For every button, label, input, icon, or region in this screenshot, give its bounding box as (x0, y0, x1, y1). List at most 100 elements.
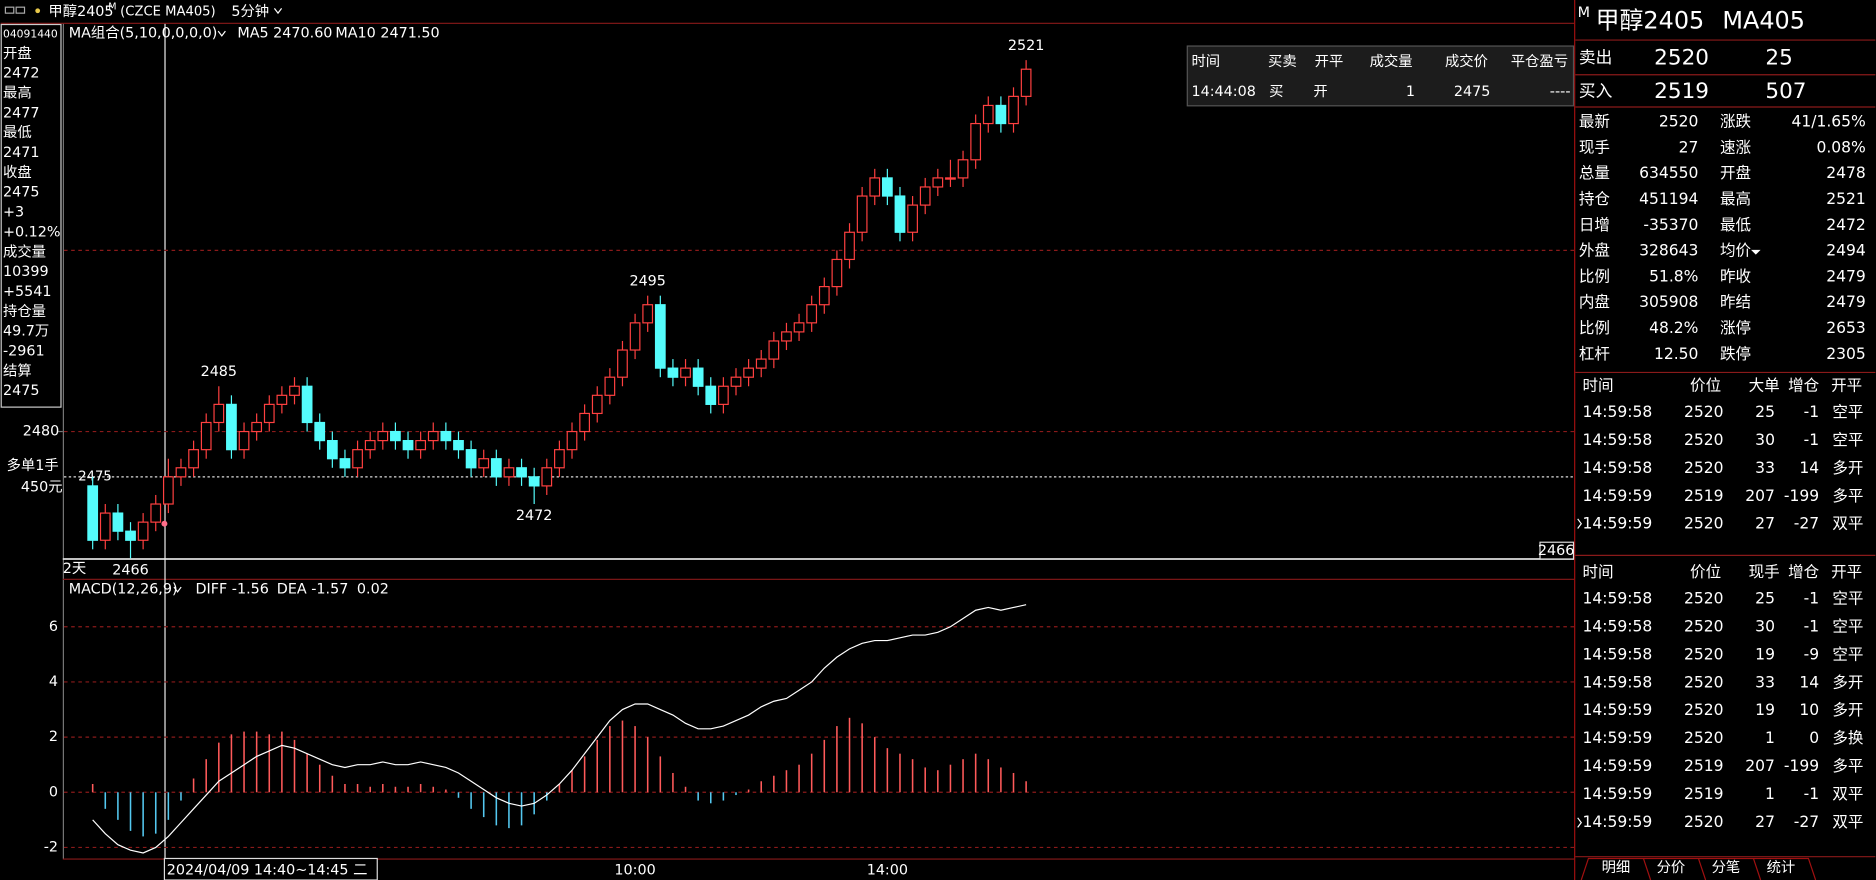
table-cell: -1 (1804, 590, 1820, 608)
candle-body (1008, 95, 1019, 125)
table-header: 增仓 (1788, 563, 1820, 581)
stat-value: 2305 (1826, 345, 1866, 363)
table-cell: 14 (1799, 459, 1819, 477)
tab[interactable]: 分笔 (1712, 859, 1741, 876)
table-cell: 多平 (1832, 487, 1863, 505)
candle-body (692, 367, 704, 387)
cursor-box (163, 857, 378, 880)
stat-value: 2472 (1826, 216, 1866, 234)
table-cell: 14:59:59 (1582, 785, 1652, 803)
dropdown[interactable] (217, 30, 226, 37)
candle-body (490, 458, 502, 478)
table-header: 大单 (1749, 377, 1780, 395)
table-cell: 14:59:58 (1582, 459, 1652, 477)
tab[interactable]: 统计 (1767, 859, 1796, 876)
stat-label: 总量 (1579, 164, 1610, 182)
stat-label: 涨跌 (1720, 112, 1752, 130)
table-cell: 207 (1745, 487, 1775, 505)
table-cell: 14:59:59 (1582, 729, 1652, 747)
y-tick-label: 2 (49, 729, 58, 745)
icon (4, 6, 15, 14)
candle-body (919, 186, 931, 206)
dropdown[interactable] (173, 586, 182, 593)
candle-body (200, 421, 212, 451)
table-cell: 27 (1755, 515, 1775, 533)
table-cell: 19 (1755, 645, 1775, 663)
y-tick-label: 2480 (23, 424, 59, 440)
candle-body (339, 458, 351, 469)
legend-entry: MA组合(5,10,0,0,0,0) (69, 24, 218, 41)
quote-price: 2519 (1654, 79, 1709, 104)
table-cell: 14:59:59 (1582, 813, 1652, 831)
y-bottom-label: 2466 (1538, 543, 1574, 559)
candle-body (87, 485, 99, 541)
candle-body (995, 104, 1007, 125)
quote-title: 甲醇2405 (1596, 7, 1705, 35)
stat-value: 2479 (1826, 267, 1866, 285)
symbol-code: (CZCE MA405) (120, 4, 216, 19)
table-cell: 14:59:59 (1582, 515, 1652, 533)
stat-label: 开盘 (1720, 163, 1751, 182)
tab[interactable]: 明细 (1602, 859, 1631, 876)
table-cell: 2520 (1684, 617, 1724, 635)
candle-body (667, 367, 679, 378)
candle-body (213, 403, 225, 424)
stat-value: 48.2% (1649, 319, 1698, 337)
tab[interactable]: 分价 (1657, 859, 1686, 876)
candle-body (175, 467, 187, 478)
info-line: 2475 (3, 383, 39, 399)
table-cell: 14:59:58 (1582, 673, 1652, 691)
table-cell: 30 (1755, 431, 1775, 449)
stat-value: 12.50 (1654, 345, 1698, 363)
dropdown[interactable] (273, 8, 283, 15)
candle-body (1020, 68, 1032, 97)
table-header: 价位 (1690, 377, 1721, 395)
row-marker (1577, 518, 1583, 529)
table-cell: -1 (1804, 617, 1820, 635)
quote-label: 买入 (1579, 81, 1613, 101)
stat-label: 速涨 (1720, 138, 1752, 156)
table-cell: 2519 (1684, 757, 1724, 775)
candle-body (945, 177, 956, 180)
table-cell: -199 (1784, 487, 1819, 505)
candle-body (705, 385, 717, 405)
candle-body (957, 159, 969, 179)
stat-value: 2521 (1826, 190, 1866, 208)
cursor-time: 2024/04/09 14:40~14:45 二 (167, 862, 368, 878)
dea-label: DEA -1.57 (277, 581, 349, 597)
legend-entry: MA10 2471.50 (335, 25, 439, 41)
popup-header: 开平 (1315, 54, 1344, 70)
info-line: +3 (3, 205, 24, 221)
icon (15, 6, 26, 14)
y-tick-label: 4 (49, 674, 58, 690)
table-cell: 2520 (1684, 403, 1724, 421)
table-cell: 14:59:58 (1582, 431, 1652, 449)
popup-cell: 买 (1269, 83, 1283, 100)
stat-label: 昨结 (1720, 293, 1751, 311)
table-cell: 0 (1809, 729, 1819, 747)
candle-body (717, 385, 729, 405)
table-cell: 14:59:58 (1582, 645, 1652, 663)
table-cell: 2520 (1684, 645, 1724, 663)
table-cell: 空平 (1832, 645, 1863, 663)
table-cell: 25 (1755, 590, 1775, 608)
table-cell: 多开 (1832, 673, 1863, 691)
candle-body (528, 476, 540, 487)
quote-flag: M (1578, 5, 1590, 21)
candle-body (793, 322, 805, 333)
candle-body (289, 385, 300, 396)
table-header: 现手 (1749, 563, 1780, 581)
y-tick-label: 6 (49, 619, 58, 635)
info-line: 2471 (3, 145, 39, 161)
candle-body (112, 512, 124, 532)
candle-body (869, 177, 881, 197)
table-cell: 25 (1755, 403, 1775, 421)
table-cell: -27 (1794, 813, 1819, 831)
low-label: 2472 (516, 508, 552, 524)
axis-box (1539, 541, 1575, 560)
candle-body (982, 104, 994, 125)
table-cell: 14:59:58 (1582, 617, 1652, 635)
table-cell: 2520 (1684, 673, 1724, 691)
dropdown[interactable] (1751, 249, 1761, 255)
candle-body (730, 376, 742, 387)
